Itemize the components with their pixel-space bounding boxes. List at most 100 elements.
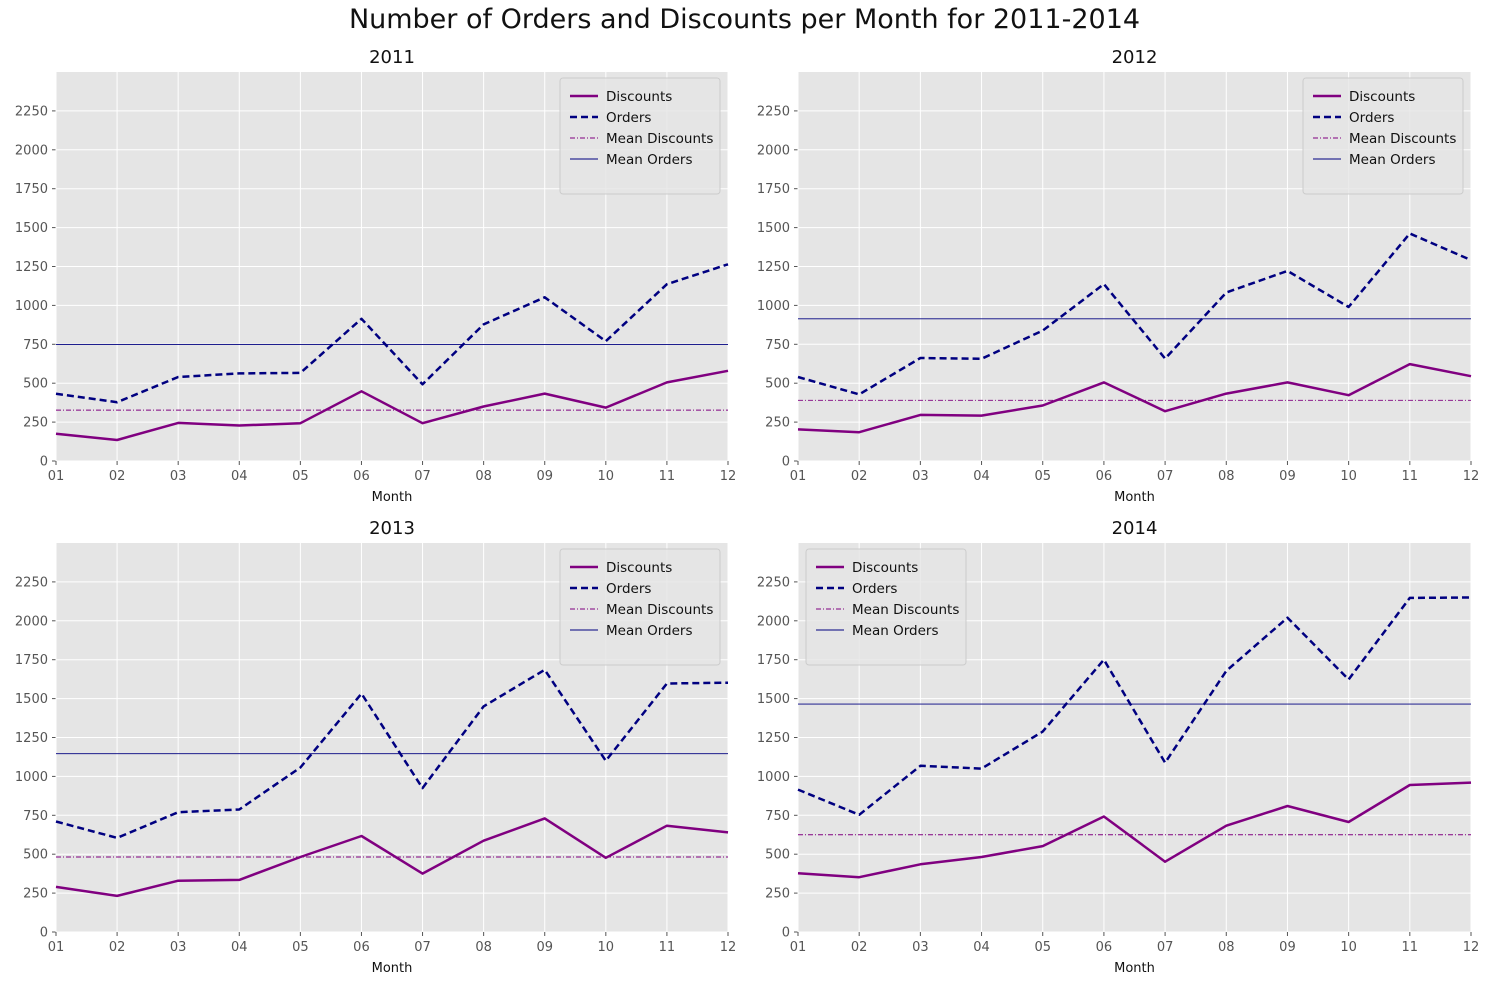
- y-tick-label: 250: [23, 416, 48, 431]
- x-tick-label: 02: [851, 469, 868, 484]
- x-tick-label: 04: [973, 940, 990, 955]
- x-tick-label: 04: [231, 469, 248, 484]
- legend-label: Orders: [606, 581, 651, 597]
- legend-label: Mean Discounts: [606, 602, 713, 618]
- x-tick-label: 09: [1279, 940, 1296, 955]
- y-tick-label: 500: [765, 848, 790, 863]
- legend-label: Mean Orders: [852, 623, 938, 639]
- x-tick-label: 02: [109, 469, 126, 484]
- legend-label: Orders: [852, 581, 897, 597]
- y-tick-label: 1750: [15, 182, 48, 197]
- legend-label: Orders: [1349, 110, 1394, 126]
- subplot-2014: 0 250 500 750 1000 1250 1500 1750 2000 2250 01 02 03…: [757, 518, 1479, 976]
- subplot-title: 2013: [369, 518, 415, 539]
- figure-title: Number of Orders and Discounts per Month…: [348, 4, 1141, 35]
- x-tick-label: 12: [720, 940, 737, 955]
- series-line-discounts: [55, 369, 729, 442]
- series-line-discounts: [797, 781, 1472, 879]
- x-tick-label: 10: [598, 469, 615, 484]
- legend-box: [1302, 77, 1464, 195]
- y-tick-label: 0: [40, 926, 48, 941]
- x-tick-label: 05: [292, 469, 309, 484]
- y-tick-label: 1000: [757, 770, 790, 785]
- x-tick-label: 08: [475, 469, 492, 484]
- y-tick-label: 0: [40, 455, 48, 470]
- y-tick-label: 0: [782, 926, 790, 941]
- y-tick-label: 2000: [757, 143, 790, 158]
- x-tick-label: 06: [1096, 940, 1113, 955]
- y-tick-label: 2000: [15, 143, 48, 158]
- x-tick-label: 12: [1463, 469, 1480, 484]
- x-tick-label: 01: [48, 940, 65, 955]
- x-tick-label: 08: [1218, 469, 1235, 484]
- x-tick-label: 09: [536, 940, 553, 955]
- series-line-orders: [797, 596, 1472, 817]
- legend-label: Mean Discounts: [1349, 131, 1456, 147]
- legend-label: Discounts: [852, 560, 918, 576]
- series-line-orders: [797, 232, 1472, 396]
- legend-label: Mean Orders: [606, 623, 692, 639]
- legend-label: Orders: [606, 110, 651, 126]
- x-tick-label: 11: [659, 469, 676, 484]
- x-axis-label: Month: [1114, 961, 1155, 976]
- y-tick-label: 2000: [757, 614, 790, 629]
- series-line-discounts: [797, 362, 1472, 434]
- legend-label: Discounts: [1349, 89, 1415, 105]
- legend-box: [805, 548, 967, 666]
- y-tick-label: 2250: [15, 104, 48, 119]
- x-tick-label: 03: [170, 469, 187, 484]
- x-tick-label: 07: [414, 469, 431, 484]
- legend-label: Mean Orders: [1349, 152, 1435, 168]
- y-tick-label: 500: [23, 848, 48, 863]
- series-line-orders: [55, 263, 729, 404]
- y-tick-label: 1250: [15, 731, 48, 746]
- x-tick-label: 04: [973, 469, 990, 484]
- y-tick-label: 750: [23, 809, 48, 824]
- legend-label: Mean Discounts: [852, 602, 959, 618]
- y-tick-label: 1750: [757, 653, 790, 668]
- x-tick-label: 01: [790, 469, 807, 484]
- x-axis-label: Month: [1114, 490, 1155, 505]
- subplot-2012: 0 250 500 750 1000 1250 1500 1750 2000 2250 01 02 03…: [757, 47, 1479, 505]
- y-tick-label: 250: [765, 887, 790, 902]
- x-tick-label: 05: [1034, 469, 1051, 484]
- x-tick-label: 07: [1157, 940, 1174, 955]
- x-tick-label: 10: [1340, 469, 1357, 484]
- legend: Discounts Orders Mean Discounts Mean Orders: [1302, 77, 1464, 195]
- y-tick-label: 1250: [757, 260, 790, 275]
- x-tick-label: 05: [1034, 940, 1051, 955]
- series-line-orders: [55, 668, 729, 840]
- x-tick-label: 01: [790, 940, 807, 955]
- y-tick-label: 750: [23, 338, 48, 353]
- x-tick-label: 09: [536, 469, 553, 484]
- legend-box: [559, 77, 721, 195]
- x-tick-label: 03: [170, 940, 187, 955]
- y-tick-label: 250: [23, 887, 48, 902]
- y-tick-label: 2000: [15, 614, 48, 629]
- x-tick-label: 02: [851, 940, 868, 955]
- legend-label: Discounts: [606, 89, 672, 105]
- subplot-title: 2012: [1112, 47, 1158, 68]
- x-tick-label: 12: [720, 469, 737, 484]
- series-line-discounts: [55, 817, 729, 898]
- legend: Discounts Orders Mean Discounts Mean Orders: [559, 77, 721, 195]
- x-tick-label: 06: [353, 940, 370, 955]
- y-tick-label: 1000: [757, 299, 790, 314]
- x-tick-label: 07: [414, 940, 431, 955]
- x-axis-label: Month: [372, 490, 413, 505]
- y-tick-label: 1500: [15, 221, 48, 236]
- subplot-2013: 0 250 500 750 1000 1250 1500 1750 2000 2250 01 02 03…: [15, 518, 736, 976]
- y-tick-label: 2250: [757, 575, 790, 590]
- x-tick-label: 02: [109, 940, 126, 955]
- y-tick-label: 250: [765, 416, 790, 431]
- x-tick-label: 06: [1096, 469, 1113, 484]
- x-tick-label: 04: [231, 940, 248, 955]
- legend-label: Mean Orders: [606, 152, 692, 168]
- y-tick-label: 1500: [757, 221, 790, 236]
- y-tick-label: 1250: [757, 731, 790, 746]
- legend-label: Discounts: [606, 560, 672, 576]
- y-tick-label: 1000: [15, 299, 48, 314]
- x-tick-label: 05: [292, 940, 309, 955]
- x-axis-label: Month: [372, 961, 413, 976]
